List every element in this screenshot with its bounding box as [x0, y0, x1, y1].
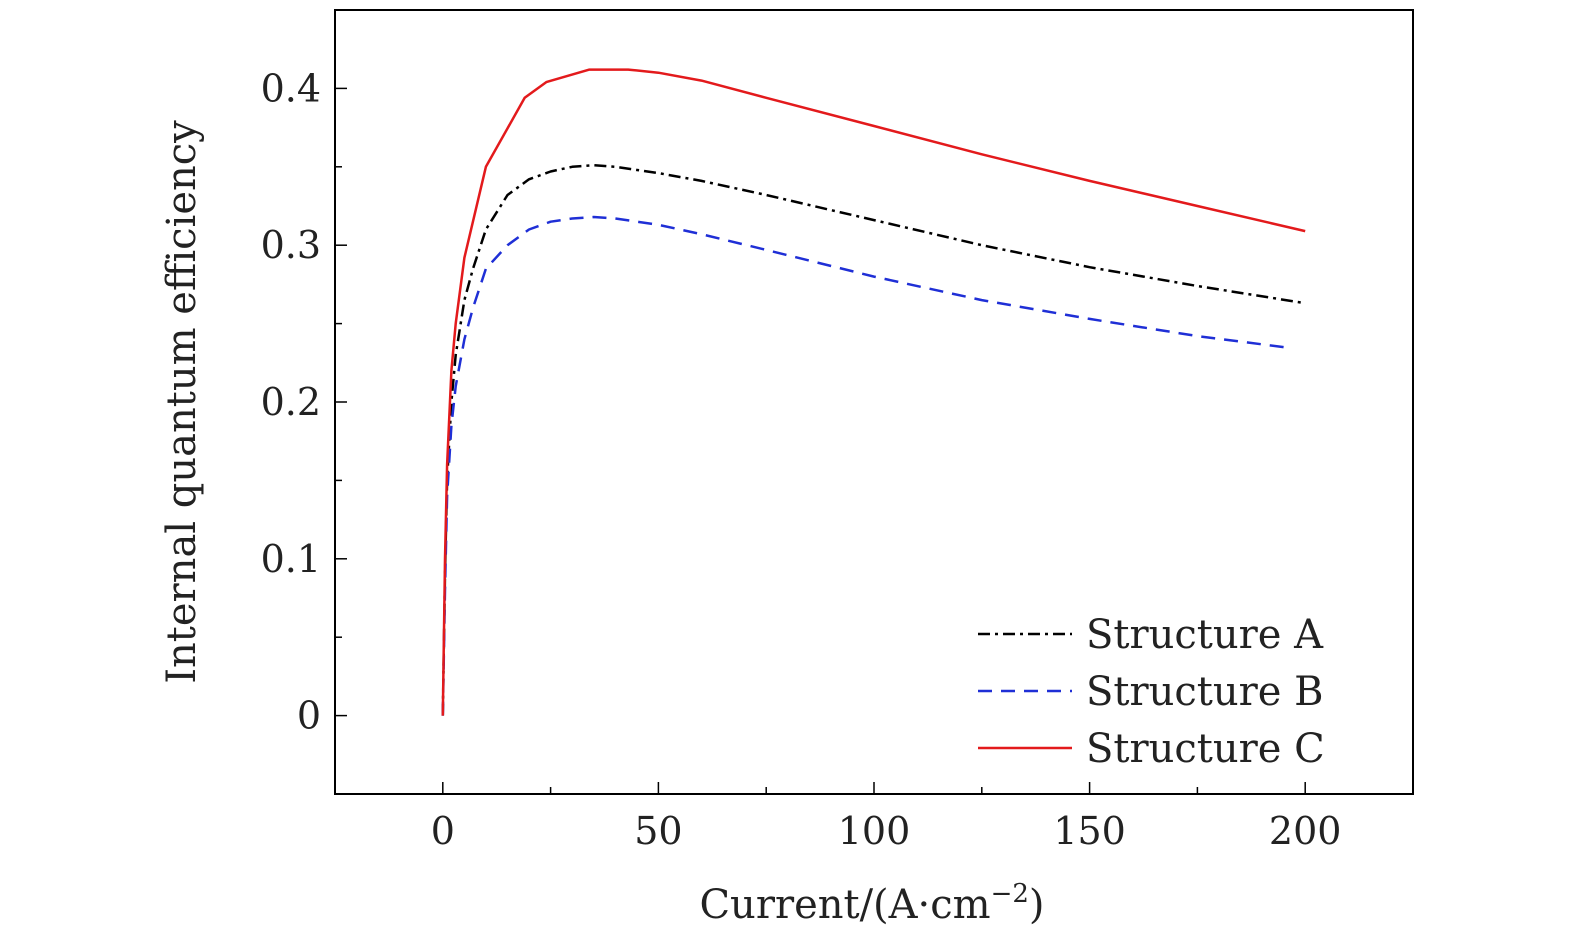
tick-labels: 0 50 100 150 200 0 0.1 0.2 0.3 0.4: [261, 66, 1342, 853]
x-tick-label: 150: [1053, 809, 1126, 853]
series-lines: [441, 68, 1306, 716]
legend-label-structure-a: Structure A: [1086, 612, 1324, 658]
y-tick-label: 0: [297, 694, 321, 738]
x-tick-label: 100: [838, 809, 911, 853]
series-line-structure-b: [441, 215, 1284, 716]
legend-label-structure-c: Structure C: [1086, 726, 1325, 772]
x-tick-label: 50: [634, 809, 682, 853]
y-tick-label: 0.1: [261, 537, 321, 581]
x-axis-title: Current/(A·cm−2): [699, 879, 1044, 928]
y-tick-label: 0.2: [261, 380, 321, 424]
y-axis-title: Internal quantum efficiency: [159, 120, 205, 684]
tick-marks: [335, 87, 1306, 794]
legend-label-structure-b: Structure B: [1086, 669, 1324, 715]
y-tick-label: 0.4: [261, 66, 321, 110]
series-line-structure-c: [441, 68, 1306, 716]
x-tick-label: 0: [431, 809, 455, 853]
x-tick-label: 200: [1269, 809, 1342, 853]
legend: Structure A Structure B Structure C: [978, 612, 1325, 772]
x-axis-title-exponent: −2: [991, 879, 1029, 909]
y-tick-label: 0.3: [261, 223, 321, 267]
